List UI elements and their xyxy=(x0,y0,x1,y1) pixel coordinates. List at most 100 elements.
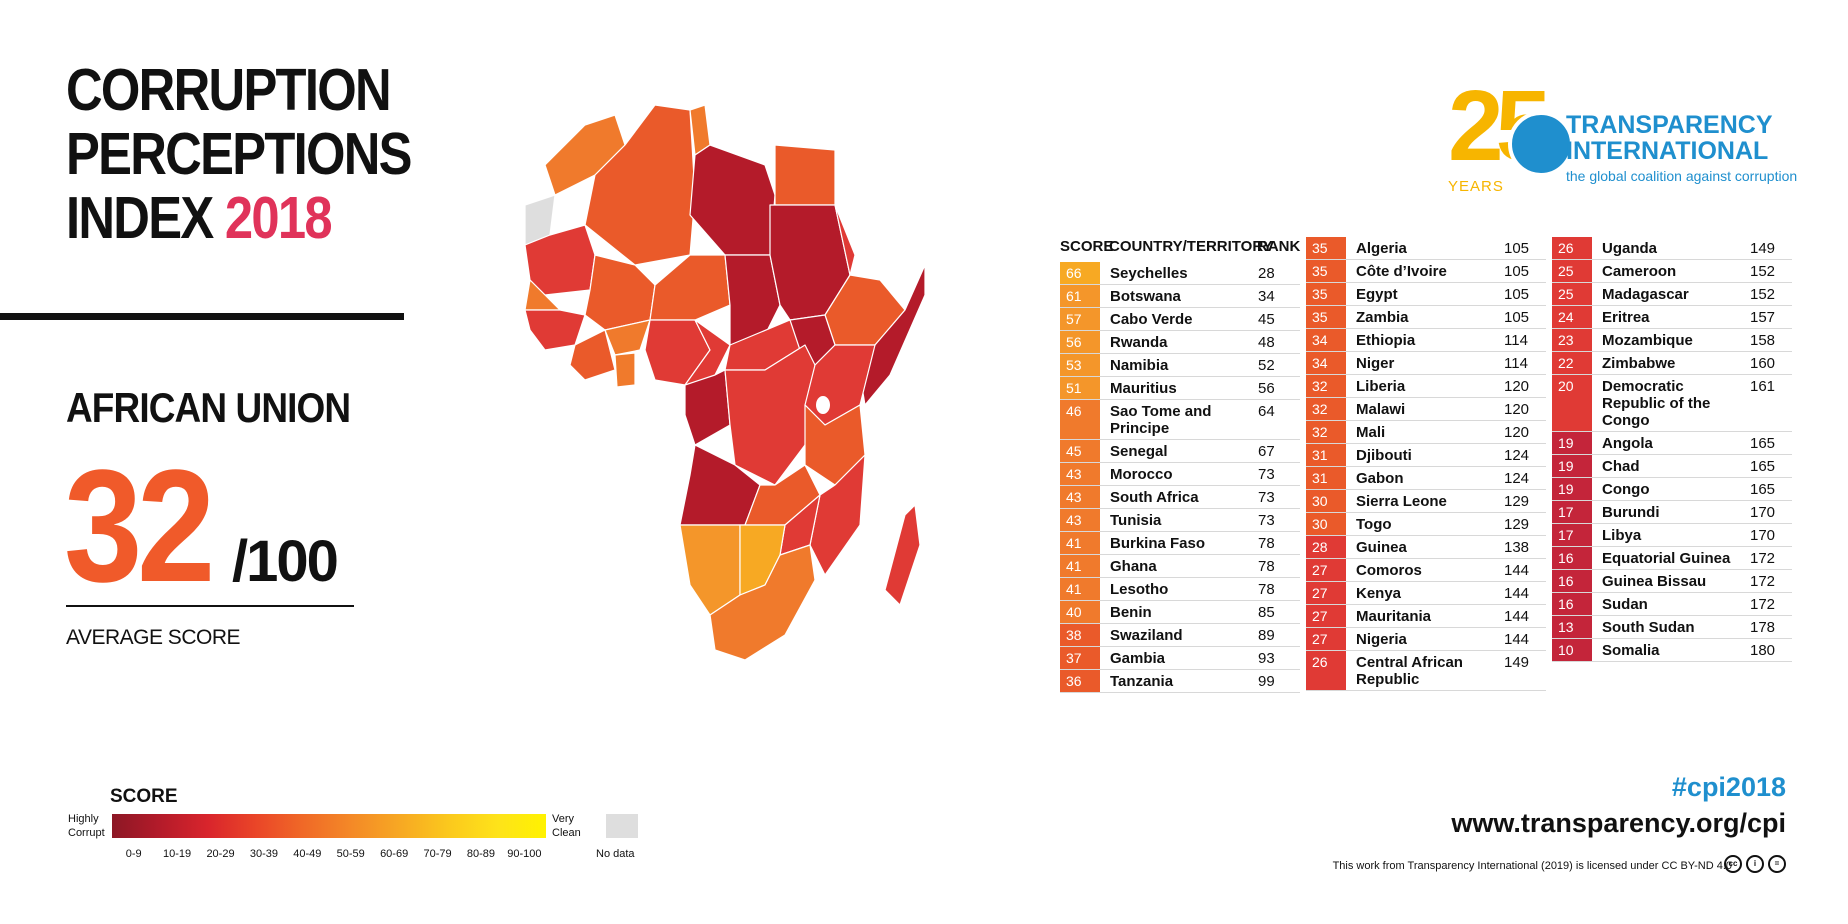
table-row: 35 Côte d’Ivoire 105 xyxy=(1306,260,1546,283)
score-table-column-1: 66 Seychelles 28 61 Botswana 34 57 Cabo Verde 45… xyxy=(1060,262,1300,693)
website-link[interactable]: www.transparency.org/cpi xyxy=(1451,808,1786,838)
table-row: 25 Madagascar 152 xyxy=(1552,283,1792,306)
legend-highly-corrupt: Highly Corrupt xyxy=(68,813,105,839)
header-score: SCORE xyxy=(1060,238,1114,255)
score-cell: 41 xyxy=(1060,578,1100,600)
table-row: 27 Kenya 144 xyxy=(1306,582,1546,605)
table-row: 41 Ghana 78 xyxy=(1060,555,1300,578)
score-cell: 43 xyxy=(1060,486,1100,508)
rank-cell: 149 xyxy=(1750,240,1776,257)
table-row: 30 Togo 129 xyxy=(1306,513,1546,536)
logo-name-line-2: INTERNATIONAL xyxy=(1566,137,1769,165)
country-cell: Kenya xyxy=(1356,585,1402,602)
table-row: 19 Chad 165 xyxy=(1552,455,1792,478)
nd-icon: = xyxy=(1768,855,1786,873)
table-row: 40 Benin 85 xyxy=(1060,601,1300,624)
country-cell: Gambia xyxy=(1110,650,1166,667)
rank-cell: 78 xyxy=(1258,535,1275,552)
rank-cell: 149 xyxy=(1504,654,1530,671)
score-cell: 36 xyxy=(1060,670,1100,692)
score-cell: 38 xyxy=(1060,624,1100,646)
page-title: CORRUPTION PERCEPTIONS INDEX 2018 xyxy=(66,57,413,250)
country-cell: Morocco xyxy=(1110,466,1173,483)
table-row: 51 Mauritius 56 xyxy=(1060,377,1300,400)
score-cell: 24 xyxy=(1552,306,1592,328)
country-cell: Lesotho xyxy=(1110,581,1169,598)
table-row: 19 Angola 165 xyxy=(1552,432,1792,455)
country-cell: Gabon xyxy=(1356,470,1404,487)
score-cell: 43 xyxy=(1060,463,1100,485)
rank-cell: 129 xyxy=(1504,493,1530,510)
table-row: 31 Gabon 124 xyxy=(1306,467,1546,490)
table-row: 56 Rwanda 48 xyxy=(1060,331,1300,354)
country-cell: Sudan xyxy=(1602,596,1648,613)
country-cell: Egypt xyxy=(1356,286,1398,303)
rank-cell: 28 xyxy=(1258,265,1275,282)
country-cell: Zimbabwe xyxy=(1602,355,1676,372)
score-cell: 10 xyxy=(1552,639,1592,661)
rank-cell: 170 xyxy=(1750,504,1776,521)
score-cell: 51 xyxy=(1060,377,1100,399)
country-cell: Democratic Republic of the Congo xyxy=(1602,378,1711,429)
rank-cell: 172 xyxy=(1750,550,1776,567)
score-cell: 30 xyxy=(1306,513,1346,535)
score-table-column-3: 26 Uganda 149 25 Cameroon 152 25 Madagascar 152 2… xyxy=(1552,237,1792,662)
score-divider xyxy=(66,605,354,607)
table-row: 28 Guinea 138 xyxy=(1306,536,1546,559)
country-cell: Cabo Verde xyxy=(1110,311,1193,328)
country-cell: Benin xyxy=(1110,604,1152,621)
score-cell: 26 xyxy=(1306,651,1346,690)
score-cell: 34 xyxy=(1306,329,1346,351)
score-cell: 30 xyxy=(1306,490,1346,512)
rank-cell: 120 xyxy=(1504,378,1530,395)
rank-cell: 152 xyxy=(1750,263,1776,280)
score-cell: 66 xyxy=(1060,262,1100,284)
rank-cell: 34 xyxy=(1258,288,1275,305)
country-cell: Congo xyxy=(1602,481,1650,498)
country-cell: Mauritania xyxy=(1356,608,1432,625)
region-madagascar xyxy=(884,504,921,606)
title-line-1: CORRUPTION xyxy=(66,57,392,123)
rank-cell: 158 xyxy=(1750,332,1776,349)
country-cell: Guinea Bissau xyxy=(1602,573,1707,590)
legend-title: SCORE xyxy=(110,786,178,807)
rank-cell: 93 xyxy=(1258,650,1275,667)
country-cell: Djibouti xyxy=(1356,447,1412,464)
table-row: 57 Cabo Verde 45 xyxy=(1060,308,1300,331)
table-row: 27 Comoros 144 xyxy=(1306,559,1546,582)
country-cell: Rwanda xyxy=(1110,334,1168,351)
score-cell: 27 xyxy=(1306,582,1346,604)
table-row: 45 Senegal 67 xyxy=(1060,440,1300,463)
table-row: 43 Tunisia 73 xyxy=(1060,509,1300,532)
country-cell: Equatorial Guinea xyxy=(1602,550,1731,567)
rank-cell: 144 xyxy=(1504,562,1530,579)
region-name: AFRICAN UNION xyxy=(66,384,351,431)
score-cell: 35 xyxy=(1306,306,1346,328)
score-cell: 17 xyxy=(1552,524,1592,546)
rank-cell: 105 xyxy=(1504,309,1530,326)
logo-name-line-1: TRANSPARENCY xyxy=(1566,111,1773,139)
score-cell: 34 xyxy=(1306,352,1346,374)
rank-cell: 78 xyxy=(1258,581,1275,598)
country-cell: Liberia xyxy=(1356,378,1406,395)
score-cell: 35 xyxy=(1306,283,1346,305)
rank-cell: 73 xyxy=(1258,489,1275,506)
country-cell: Algeria xyxy=(1356,240,1407,257)
legend-tick-label: 0-9 xyxy=(125,848,142,860)
country-cell: Côte d’Ivoire xyxy=(1356,263,1447,280)
score-cell: 28 xyxy=(1306,536,1346,558)
rank-cell: 138 xyxy=(1504,539,1530,556)
country-cell: Mauritius xyxy=(1110,380,1177,397)
legend-tick-label: 80-89 xyxy=(466,848,496,860)
rank-cell: 157 xyxy=(1750,309,1776,326)
table-row: 43 Morocco 73 xyxy=(1060,463,1300,486)
score-cell: 27 xyxy=(1306,559,1346,581)
country-cell: Tunisia xyxy=(1110,512,1162,529)
hashtag-link[interactable]: #cpi2018 xyxy=(1671,772,1786,802)
country-cell: Ghana xyxy=(1110,558,1157,575)
rank-cell: 165 xyxy=(1750,481,1776,498)
ti-logo[interactable]: 25 YEARS TRANSPARENCY INTERNATIONAL the … xyxy=(1448,76,1798,196)
rank-cell: 152 xyxy=(1750,286,1776,303)
score-cell: 16 xyxy=(1552,593,1592,615)
table-row: 16 Equatorial Guinea 172 xyxy=(1552,547,1792,570)
